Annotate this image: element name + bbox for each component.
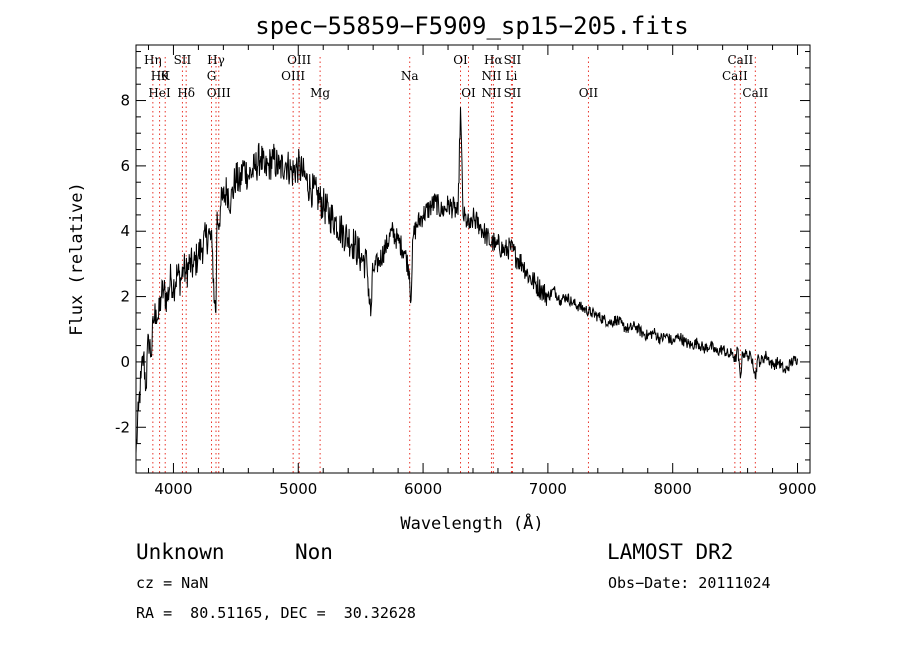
line-marker-label: CaII <box>722 69 748 83</box>
line-marker-label: G <box>207 69 217 83</box>
line-marker-label: SII <box>504 53 522 67</box>
line-marker-label: OI <box>453 53 468 67</box>
line-marker-label: CaII <box>727 53 753 67</box>
x-axis-label: Wavelength (Å) <box>400 512 543 534</box>
line-marker-label: CaII <box>742 86 768 100</box>
chart-title: spec−55859−F5909_sp15−205.fits <box>255 12 688 40</box>
line-marker-label: Hθ <box>151 69 169 83</box>
line-marker-label: HeI <box>148 86 171 100</box>
x-tick-label: 4000 <box>154 480 192 498</box>
y-tick-label: 6 <box>120 157 130 175</box>
line-marker-label: Hγ <box>207 53 225 67</box>
x-tick-label: 9000 <box>778 480 816 498</box>
line-marker-label: OII <box>579 86 599 100</box>
line-marker-label: OIII <box>287 53 311 67</box>
y-tick-label: 2 <box>120 288 130 306</box>
y-tick-label: -2 <box>115 418 130 436</box>
line-marker-layer: HηHθHeIKSIIHδGHγOIIIOIIIOIIIMgNaOIOINIIN… <box>144 53 768 473</box>
line-marker-label: Hδ <box>177 86 195 100</box>
line-marker-label: Hη <box>144 53 162 67</box>
line-marker-label: OIII <box>207 86 231 100</box>
x-tick-label: 5000 <box>279 480 317 498</box>
x-tick-label: 8000 <box>654 480 692 498</box>
ra-dec: RA = 80.51165, DEC = 30.32628 <box>136 604 416 622</box>
y-tick-label: 4 <box>120 222 130 240</box>
line-marker-label: OI <box>461 86 476 100</box>
obs-date: Obs−Date: 20111024 <box>608 574 771 592</box>
y-tick-label: 0 <box>120 353 130 371</box>
line-marker-label: Na <box>401 69 419 83</box>
line-marker-label: Li <box>506 69 518 83</box>
x-tick-label: 6000 <box>404 480 442 498</box>
line-marker-label: NII <box>481 86 501 100</box>
y-axis-label: Flux (relative) <box>67 182 87 336</box>
object-class: Unknown <box>136 540 225 564</box>
axis-ticks: 4000 5000 6000 7000 8000 9000 -2 0 2 4 6 8 <box>115 45 817 498</box>
spectrum-line <box>135 107 798 454</box>
line-marker-label: SII <box>174 53 192 67</box>
line-marker-label: Mg <box>310 86 330 100</box>
line-marker-label: K <box>161 69 171 83</box>
line-marker-label: SII <box>504 86 522 100</box>
line-marker-label: Hα <box>484 53 503 67</box>
plot-frame <box>135 44 811 474</box>
line-marker-label: OIII <box>281 69 305 83</box>
redshift-cz: cz = NaN <box>136 574 209 592</box>
x-tick-label: 7000 <box>529 480 567 498</box>
survey-name: LAMOST DR2 <box>607 540 734 564</box>
line-marker-label: NII <box>481 69 501 83</box>
object-subclass: Non <box>295 540 333 564</box>
y-tick-label: 8 <box>120 92 130 110</box>
